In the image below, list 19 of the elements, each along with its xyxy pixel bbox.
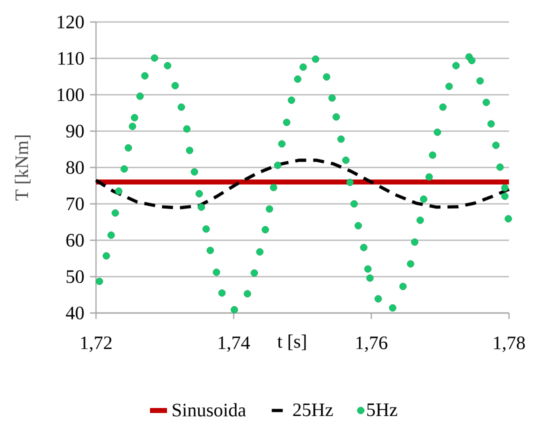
y-tick-label: 80 [66, 161, 84, 174]
y-tick-label: 60 [66, 234, 84, 247]
legend-label: 5Hz [367, 404, 398, 416]
y-tick-label: 50 [66, 270, 84, 284]
y-tick-label: 70 [66, 198, 84, 210]
line-series [94, 158, 511, 210]
y-tick-label: 40 [66, 306, 84, 320]
x-tick-label: 1,76 [356, 336, 388, 352]
legend-label: 25Hz [293, 403, 333, 416]
y-tick-label: 110 [58, 52, 84, 65]
x-tick-label: 1,78 [494, 336, 525, 352]
y-tick-label: 90 [66, 124, 84, 138]
y-tick-label: 100 [58, 88, 84, 102]
legend-label: Sinusoida [172, 403, 246, 416]
x-tick-label: 1,72 [81, 336, 112, 352]
y-axis-title: T [kNm] [14, 136, 31, 201]
x-tick-label: 1,74 [218, 336, 250, 352]
x-axis-title: t [s] [277, 334, 306, 350]
y-tick-label: 120 [58, 16, 84, 28]
